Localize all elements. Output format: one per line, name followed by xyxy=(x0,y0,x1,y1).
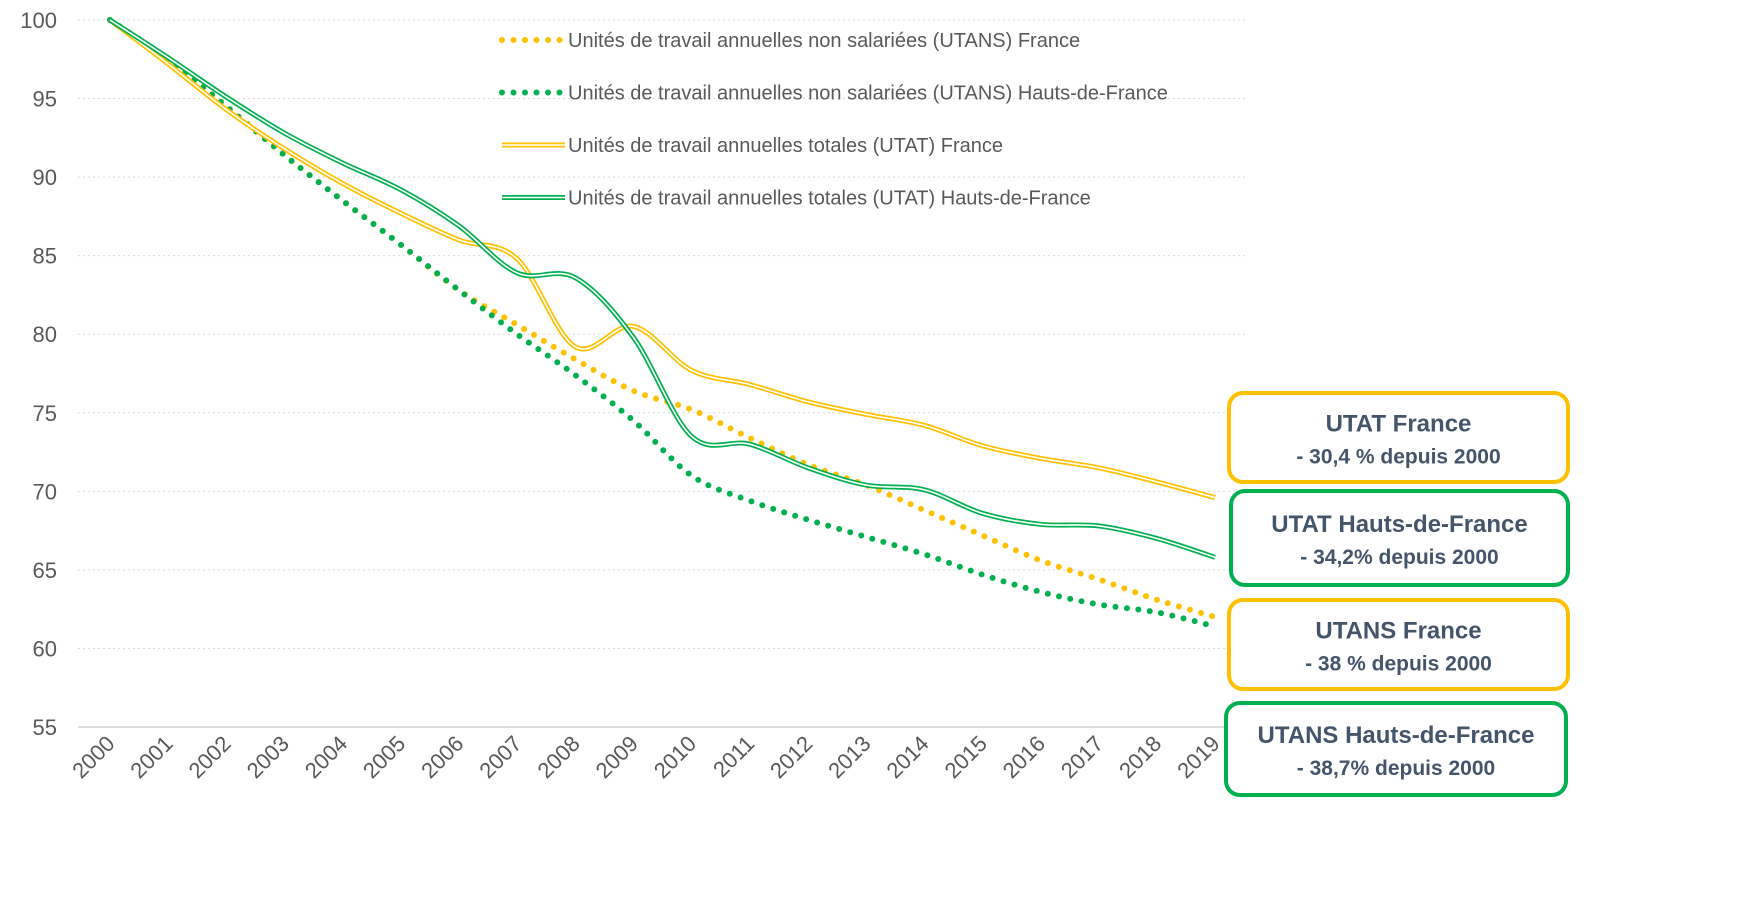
y-tick-label: 95 xyxy=(33,87,57,112)
x-tick-label: 2015 xyxy=(940,731,992,783)
annotation-box xyxy=(1227,391,1570,484)
x-tick-label: 2006 xyxy=(416,731,468,783)
annotation-text: UTAT Hauts-de-France xyxy=(1271,511,1527,538)
x-tick-label: 2017 xyxy=(1056,731,1108,783)
x-tick-label: 2000 xyxy=(67,731,119,783)
x-tick-label: 2008 xyxy=(533,731,585,783)
x-tick-label: 2011 xyxy=(708,731,759,782)
x-tick-label: 2012 xyxy=(765,731,817,783)
x-tick-label: 2014 xyxy=(881,731,933,783)
series-line-inner xyxy=(109,19,1216,559)
series-line-inner xyxy=(109,19,1216,499)
x-tick-label: 2005 xyxy=(358,731,410,783)
y-tick-label: 60 xyxy=(33,636,57,661)
y-tick-label: 90 xyxy=(33,165,57,190)
annotation-text: - 30,4 % depuis 2000 xyxy=(1296,446,1500,469)
annotation-text: UTANS Hauts-de-France xyxy=(1258,722,1535,749)
y-tick-label: 80 xyxy=(33,322,57,347)
x-tick-label: 2003 xyxy=(242,731,294,783)
legend-label: Unités de travail annuelles totales (UTA… xyxy=(568,188,1091,210)
x-tick-label: 2010 xyxy=(649,731,701,783)
x-tick-label: 2001 xyxy=(125,731,177,783)
y-tick-label: 100 xyxy=(20,8,57,33)
x-tick-label: 2019 xyxy=(1172,731,1224,783)
x-tick-label: 2016 xyxy=(998,731,1050,783)
annotation-text: - 38,7% depuis 2000 xyxy=(1297,757,1495,780)
x-tick-label: 2007 xyxy=(474,731,526,783)
y-tick-label: 55 xyxy=(33,715,57,740)
annotation-box xyxy=(1224,701,1568,797)
annotation-text: UTAT France xyxy=(1326,411,1472,438)
x-tick-label: 2009 xyxy=(591,731,643,783)
series-line xyxy=(107,17,1218,630)
y-tick-label: 65 xyxy=(33,558,57,583)
annotation-text: UTANS France xyxy=(1315,618,1481,645)
x-tick-label: 2004 xyxy=(300,731,352,783)
annotation-box xyxy=(1229,489,1570,587)
annotation-text: - 38 % depuis 2000 xyxy=(1305,653,1492,676)
annotation-text: - 34,2% depuis 2000 xyxy=(1300,546,1498,569)
annotation-box xyxy=(1227,598,1570,691)
legend-label: Unités de travail annuelles non salariée… xyxy=(568,83,1168,105)
y-tick-label: 75 xyxy=(33,401,57,426)
legend-label: Unités de travail annuelles non salariée… xyxy=(568,30,1080,52)
x-tick-label: 2013 xyxy=(823,731,875,783)
y-tick-label: 85 xyxy=(33,244,57,269)
x-tick-label: 2002 xyxy=(184,731,236,783)
series-line xyxy=(107,17,1218,621)
y-tick-label: 70 xyxy=(33,479,57,504)
legend-label: Unités de travail annuelles totales (UTA… xyxy=(568,135,1003,157)
x-tick-label: 2018 xyxy=(1114,731,1166,783)
